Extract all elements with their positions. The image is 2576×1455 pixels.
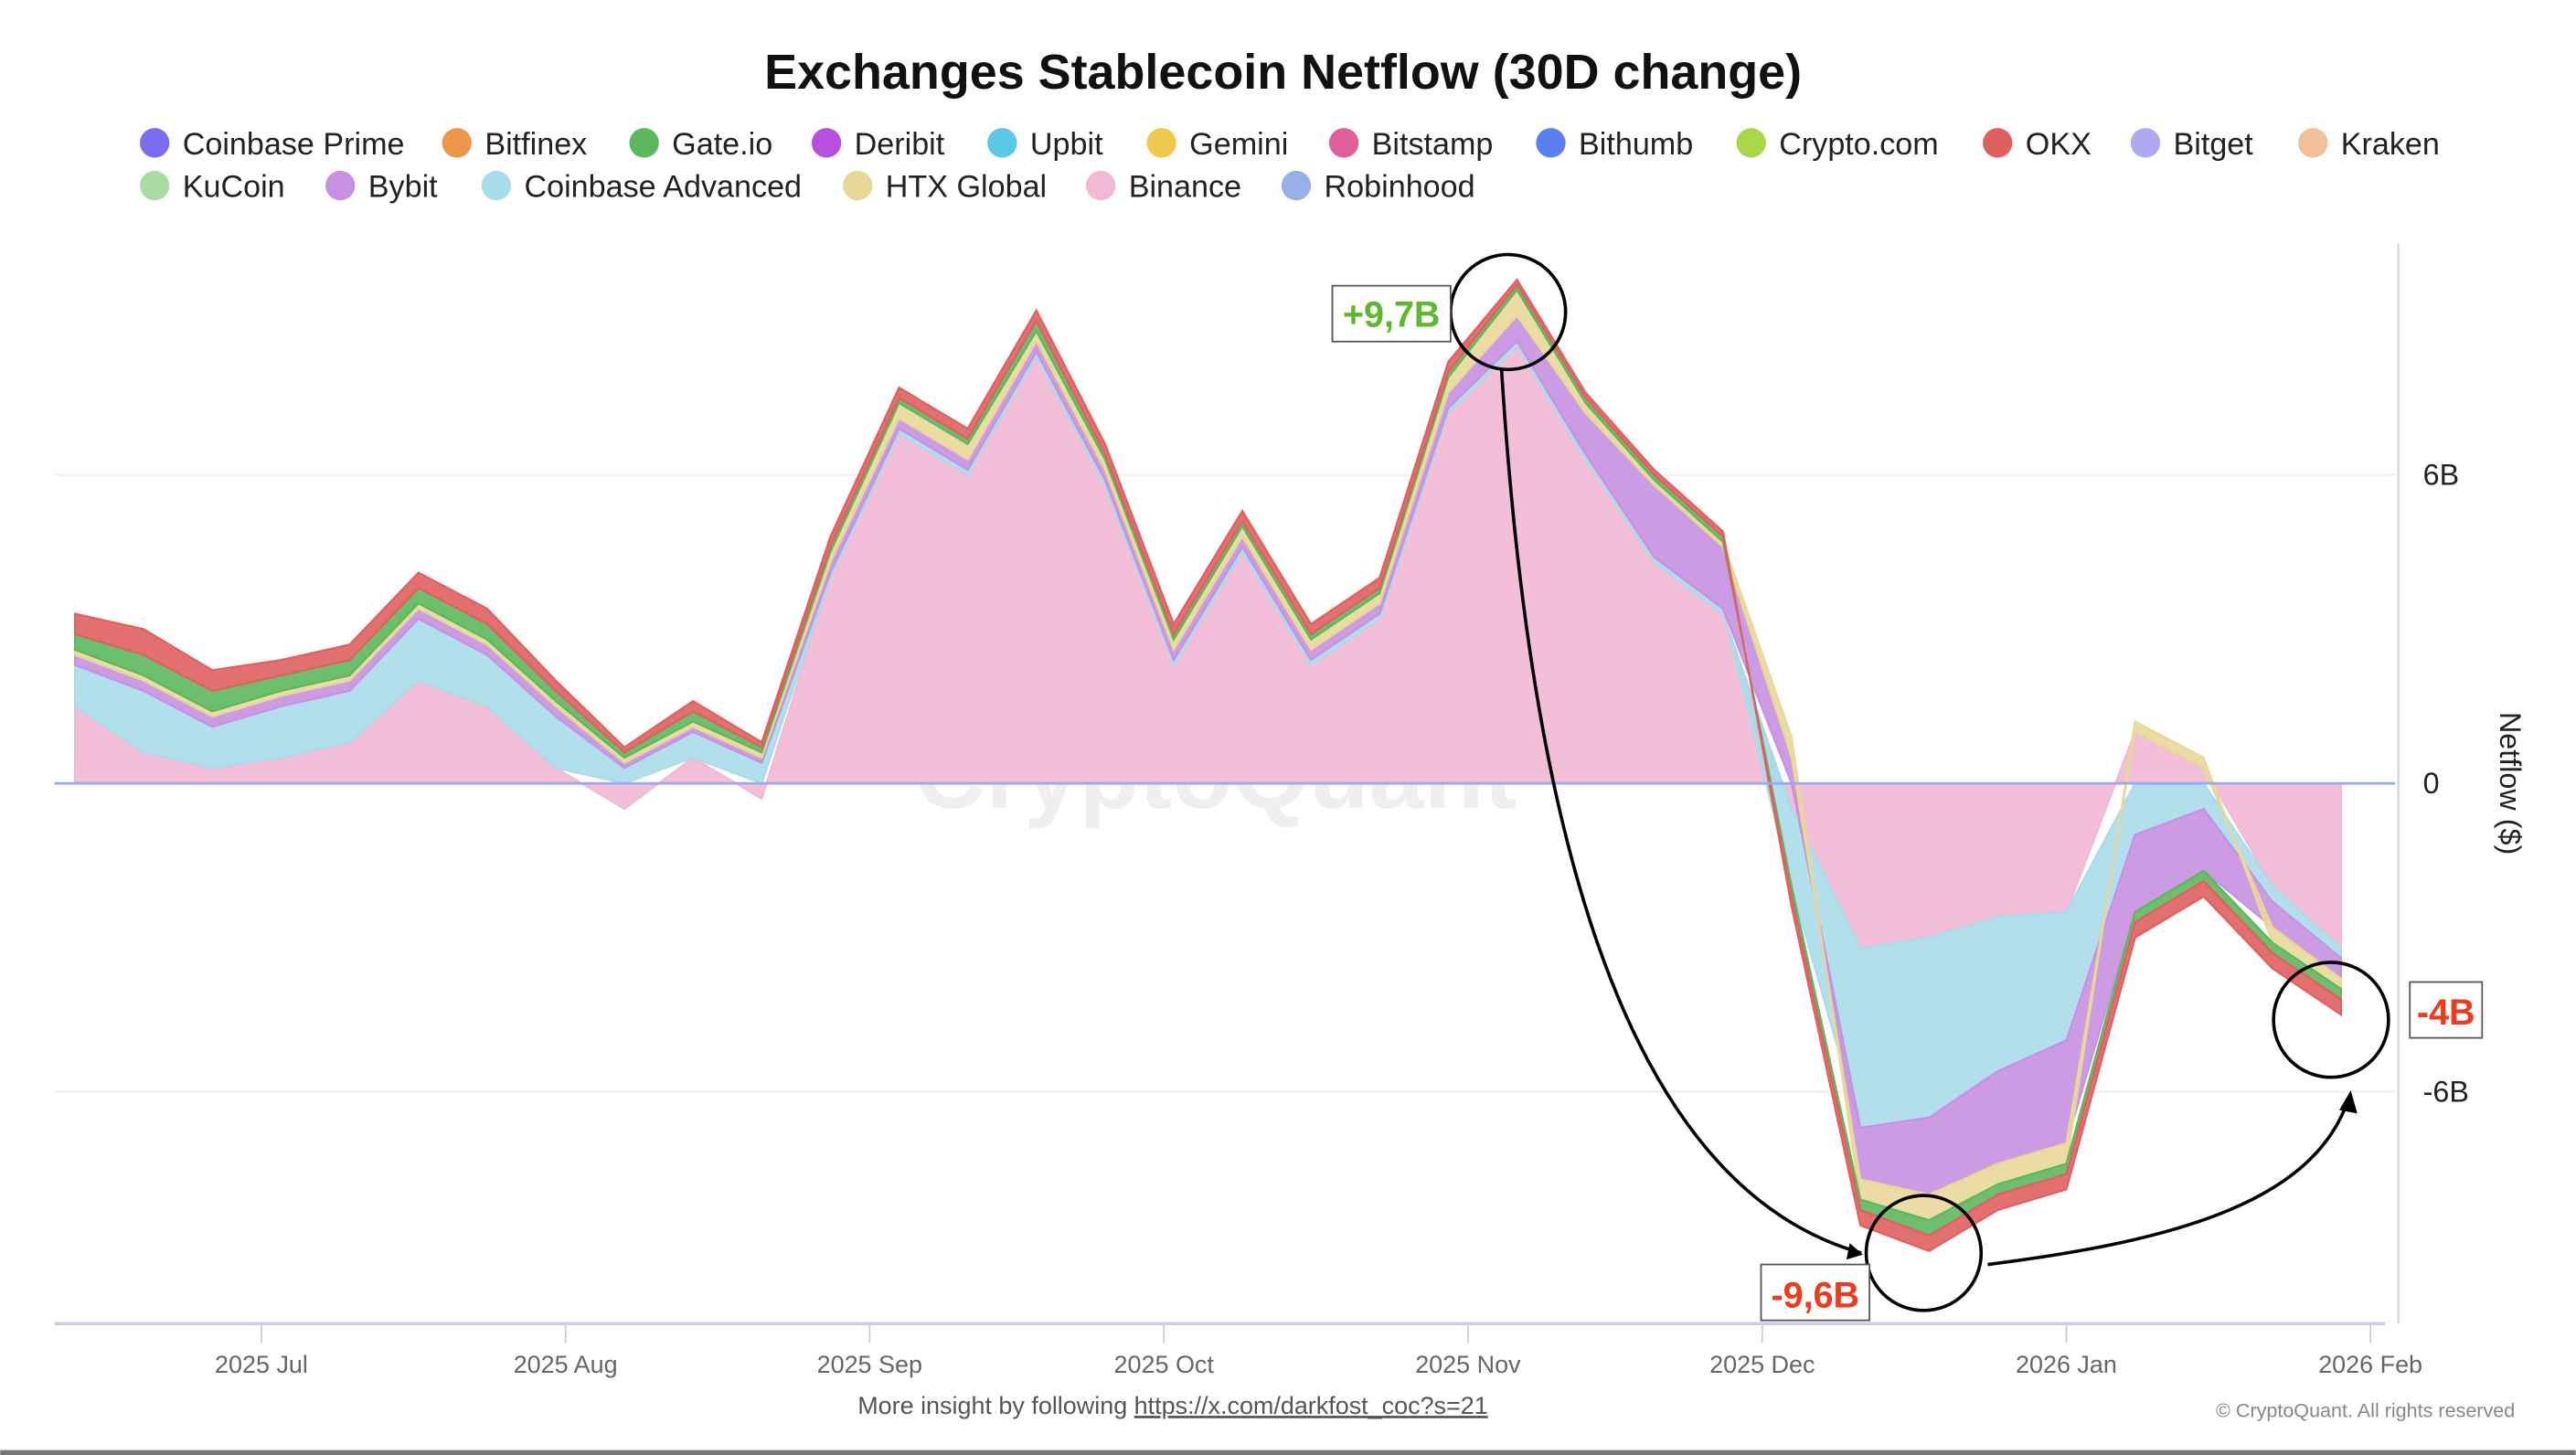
legend-item[interactable]: Bithumb — [1536, 127, 1693, 162]
legend-item[interactable]: Bitget — [2130, 127, 2253, 162]
y-tick-label: 6B — [2423, 458, 2460, 491]
y-tick-label: 0 — [2423, 767, 2440, 800]
legend-swatch — [811, 128, 842, 158]
x-tick-label: 2025 Aug — [514, 1351, 618, 1378]
recent-circle — [2272, 961, 2390, 1079]
legend-item[interactable]: Crypto.com — [1736, 127, 1939, 162]
chart-title: Exchanges Stablecoin Netflow (30D change… — [764, 45, 1802, 100]
legend-swatch — [1536, 128, 1566, 158]
legend-label: Upbit — [1030, 127, 1103, 162]
legend-label: Bitstamp — [1372, 127, 1494, 162]
x-tick-label: 2025 Jul — [215, 1351, 308, 1378]
legend-swatch — [325, 170, 356, 201]
legend-item[interactable]: Bitfinex — [442, 127, 588, 162]
legend-swatch — [1328, 128, 1359, 158]
annotations: +9,7B -9,6B -4B — [1331, 252, 2484, 1322]
x-tick-label: 2025 Oct — [1114, 1351, 1215, 1378]
legend-item[interactable]: Deribit — [811, 127, 945, 162]
legend-swatch — [140, 128, 170, 158]
area-okx — [73, 278, 2343, 1253]
footer-text: More insight by following https://x.com/… — [857, 1392, 1488, 1419]
x-tick-label: 2025 Dec — [1709, 1351, 1815, 1378]
legend-item[interactable]: Bitstamp — [1328, 127, 1494, 162]
arrowhead — [2338, 1090, 2358, 1114]
legend-label: Crypto.com — [1779, 127, 1938, 162]
legend-swatch — [1085, 170, 1116, 201]
legend-item[interactable]: Coinbase Prime — [140, 127, 405, 162]
legend-label: KuCoin — [183, 170, 285, 205]
stacked-areas — [73, 278, 2343, 1253]
x-tick-label: 2025 Nov — [1415, 1351, 1521, 1378]
legend-label: HTX Global — [886, 170, 1047, 205]
legend-swatch — [140, 170, 170, 201]
legend-label: Deribit — [855, 127, 945, 162]
legend-swatch — [1281, 170, 1312, 201]
arrowhead — [1846, 1243, 1863, 1260]
legend-swatch — [843, 170, 873, 201]
legend-item[interactable]: KuCoin — [140, 170, 285, 205]
trough-label: -9,6B — [1771, 1275, 1859, 1315]
legend-label: Kraken — [2341, 127, 2440, 162]
x-tick-label: 2026 Feb — [2318, 1351, 2422, 1378]
recent-label-box — [2409, 981, 2484, 1039]
legend-label: Coinbase Prime — [183, 127, 405, 162]
legend-swatch — [442, 128, 472, 158]
legend-swatch — [629, 128, 659, 158]
arrow-trough-to-recent — [1987, 1096, 2351, 1267]
legend-item[interactable]: Robinhood — [1281, 170, 1475, 205]
legend-label: Gemini — [1189, 127, 1288, 162]
recent-label: -4B — [2417, 993, 2475, 1033]
legend-item[interactable]: Gemini — [1146, 127, 1288, 162]
trough-circle — [1864, 1194, 1984, 1312]
legend-item[interactable]: Binance — [1085, 170, 1241, 205]
arrow-peak-to-trough — [1499, 369, 1862, 1255]
legend-label: Robinhood — [1325, 170, 1475, 205]
peak-label: +9,7B — [1343, 295, 1441, 335]
legend-item[interactable]: HTX Global — [843, 170, 1047, 205]
legend-label: Bithumb — [1579, 127, 1693, 162]
legend-label: Gate.io — [672, 127, 772, 162]
legend-label: Bitfinex — [484, 127, 587, 162]
footer-prefix: More insight by following — [857, 1392, 1134, 1419]
footer-link[interactable]: https://x.com/darkfost_coc?s=21 — [1134, 1392, 1488, 1419]
copyright: © CryptoQuant. All rights reserved — [2216, 1399, 2515, 1422]
legend-swatch — [2130, 128, 2161, 158]
legend-item[interactable]: OKX — [1983, 127, 2092, 162]
legend-item[interactable]: Gate.io — [629, 127, 772, 162]
trough-label-box — [1760, 1263, 1870, 1322]
legend-item[interactable]: Bybit — [325, 170, 438, 205]
bottom-border — [0, 1450, 2576, 1455]
legend-label: Coinbase Advanced — [524, 170, 802, 205]
legend-label: Binance — [1129, 170, 1241, 205]
legend-item[interactable]: Kraken — [2298, 127, 2440, 162]
legend: Coinbase Prime Bitfinex Gate.io Deribit Upbi… — [140, 127, 2440, 205]
peak-label-box — [1331, 284, 1452, 343]
legend-swatch — [1736, 128, 1766, 158]
legend-label: Bybit — [368, 170, 438, 205]
legend-swatch — [1146, 128, 1176, 158]
legend-item[interactable]: Upbit — [987, 127, 1103, 162]
y-tick-label: -6B — [2423, 1075, 2469, 1108]
legend-swatch — [2298, 128, 2328, 158]
legend-swatch — [987, 128, 1017, 158]
axes: 6B 0 -6B 2025 Jul 2025 Aug 2025 Sep 2025 Oct 20… — [54, 242, 2469, 1378]
y-axis-label: Netflow ($) — [2494, 712, 2527, 855]
legend-swatch — [481, 170, 512, 201]
legend-label: Bitget — [2173, 127, 2253, 162]
x-tick-label: 2025 Sep — [817, 1351, 922, 1378]
legend-label: OKX — [2026, 127, 2092, 162]
x-tick-label: 2026 Jan — [2016, 1351, 2117, 1378]
legend-swatch — [1983, 128, 2013, 158]
legend-item[interactable]: Coinbase Advanced — [481, 170, 802, 205]
